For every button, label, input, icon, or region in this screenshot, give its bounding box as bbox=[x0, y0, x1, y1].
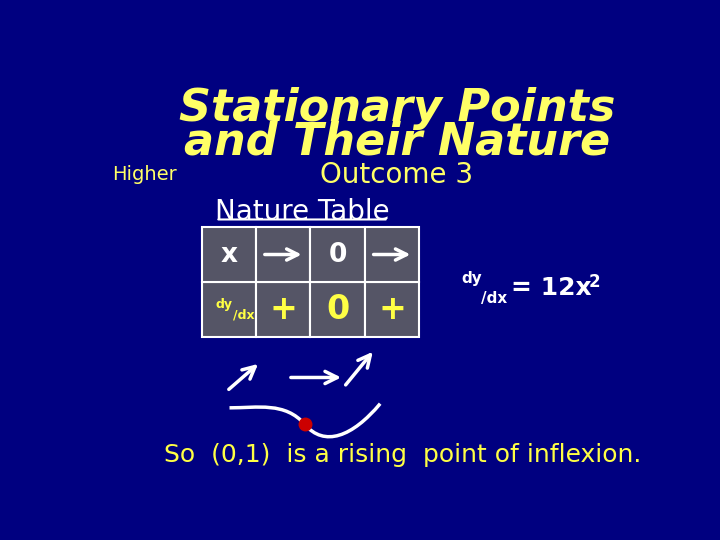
Text: +: + bbox=[378, 293, 406, 326]
Text: /dx: /dx bbox=[233, 308, 255, 321]
Text: So  (0,1)  is a rising  point of inflexion.: So (0,1) is a rising point of inflexion. bbox=[163, 443, 642, 467]
FancyBboxPatch shape bbox=[256, 227, 310, 282]
Text: 0: 0 bbox=[326, 293, 349, 326]
Text: dy: dy bbox=[462, 271, 482, 286]
Text: 0: 0 bbox=[328, 241, 347, 267]
Text: x: x bbox=[220, 241, 238, 267]
FancyBboxPatch shape bbox=[365, 282, 419, 337]
FancyBboxPatch shape bbox=[310, 282, 365, 337]
Text: /dx: /dx bbox=[481, 292, 507, 306]
FancyBboxPatch shape bbox=[202, 227, 256, 282]
Text: and Their Nature: and Their Nature bbox=[184, 120, 610, 163]
Text: dy: dy bbox=[216, 298, 233, 311]
Text: Stationary Points: Stationary Points bbox=[179, 87, 615, 130]
Text: Nature Table: Nature Table bbox=[215, 198, 390, 226]
FancyBboxPatch shape bbox=[310, 227, 365, 282]
FancyBboxPatch shape bbox=[256, 282, 310, 337]
FancyBboxPatch shape bbox=[365, 227, 419, 282]
Text: Higher: Higher bbox=[112, 165, 177, 185]
FancyBboxPatch shape bbox=[202, 282, 256, 337]
Text: +: + bbox=[269, 293, 297, 326]
Text: = 12x: = 12x bbox=[511, 276, 592, 300]
Text: Outcome 3: Outcome 3 bbox=[320, 161, 474, 189]
Text: 2: 2 bbox=[588, 273, 600, 291]
